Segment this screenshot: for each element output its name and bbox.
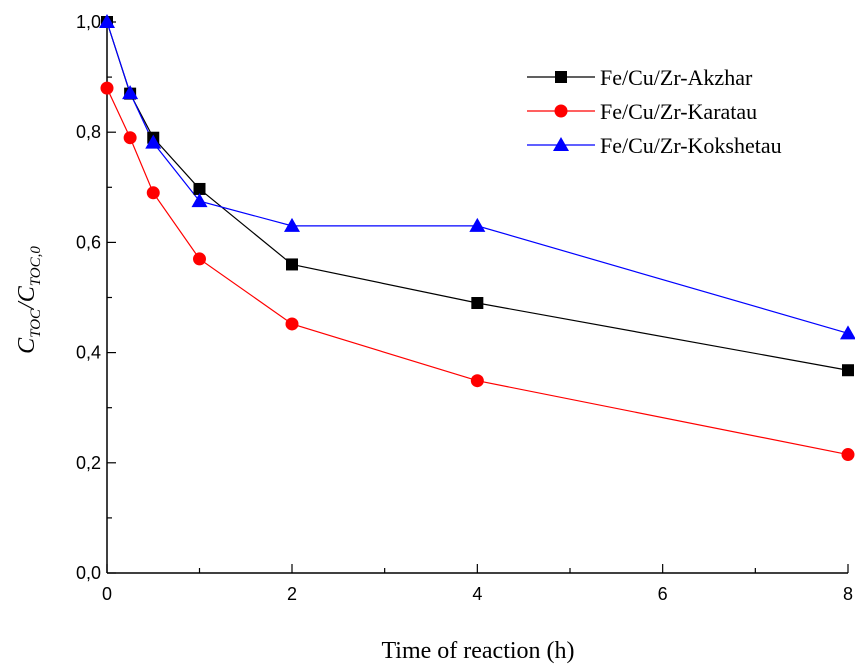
y-tick-label: 1,0 [76,12,101,32]
y-axis-title-c1: C [14,337,40,354]
data-point-circle [123,131,137,145]
data-point-circle [841,448,855,462]
data-point-square [471,297,484,310]
x-tick-label: 4 [472,584,482,604]
x-tick-label: 2 [287,584,297,604]
series-group [99,14,855,462]
y-axis-title-sub2: TOC,0 [28,246,44,287]
y-axis-title-slash: / [14,300,40,311]
legend-entry: Fe/Cu/Zr-Kokshetau [527,133,782,158]
data-point-triangle [99,14,115,28]
data-point-circle [470,374,484,388]
y-tick-label: 0,0 [76,563,101,583]
y-axis-title: CTOC/CTOC,0 [14,246,44,354]
y-tick-label: 0,4 [76,343,101,363]
x-tick-label: 6 [658,584,668,604]
data-point-circle [193,252,206,266]
y-tick-label: 0,8 [76,122,101,142]
legend-marker-triangle [553,137,569,151]
y-axis-title-sub1: TOC [28,308,44,338]
data-point-triangle [469,217,486,232]
data-point-square [193,182,206,195]
x-axis-title: Time of reaction (h) [381,638,574,664]
data-point-triangle [122,85,139,100]
y-tick-label: 0,2 [76,453,101,473]
data-point-triangle [145,134,162,149]
legend-entry: Fe/Cu/Zr-Akzhar [527,65,753,90]
data-point-circle [146,186,160,200]
tick-labels: 0,0 0,2 0,4 0,6 0,8 1,0 0 2 4 6 8 [76,12,853,604]
y-tick-label: 0,6 [76,232,101,252]
legend-marker-square [555,71,567,83]
legend-marker-circle [554,104,568,118]
data-point-square [286,258,298,271]
data-point-square [842,364,854,377]
legend-entry: Fe/Cu/Zr-Karatau [527,99,757,124]
data-point-triangle [284,217,300,232]
series-markers-3 [99,14,855,340]
data-point-triangle [191,193,208,208]
data-point-triangle [840,325,855,340]
x-tick-label: 8 [843,584,853,604]
legend-label: Fe/Cu/Zr-Karatau [600,99,757,124]
legend-label: Fe/Cu/Zr-Akzhar [600,65,753,90]
legend: Fe/Cu/Zr-Akzhar Fe/Cu/Zr-Karatau Fe/Cu/Zr-… [527,65,782,158]
x-tick-label: 0 [102,584,112,604]
data-point-circle [285,317,299,331]
y-axis-title-c2: C [14,285,40,302]
data-point-circle [100,81,114,95]
series-markers-2 [100,81,855,462]
legend-label: Fe/Cu/Zr-Kokshetau [600,133,782,158]
